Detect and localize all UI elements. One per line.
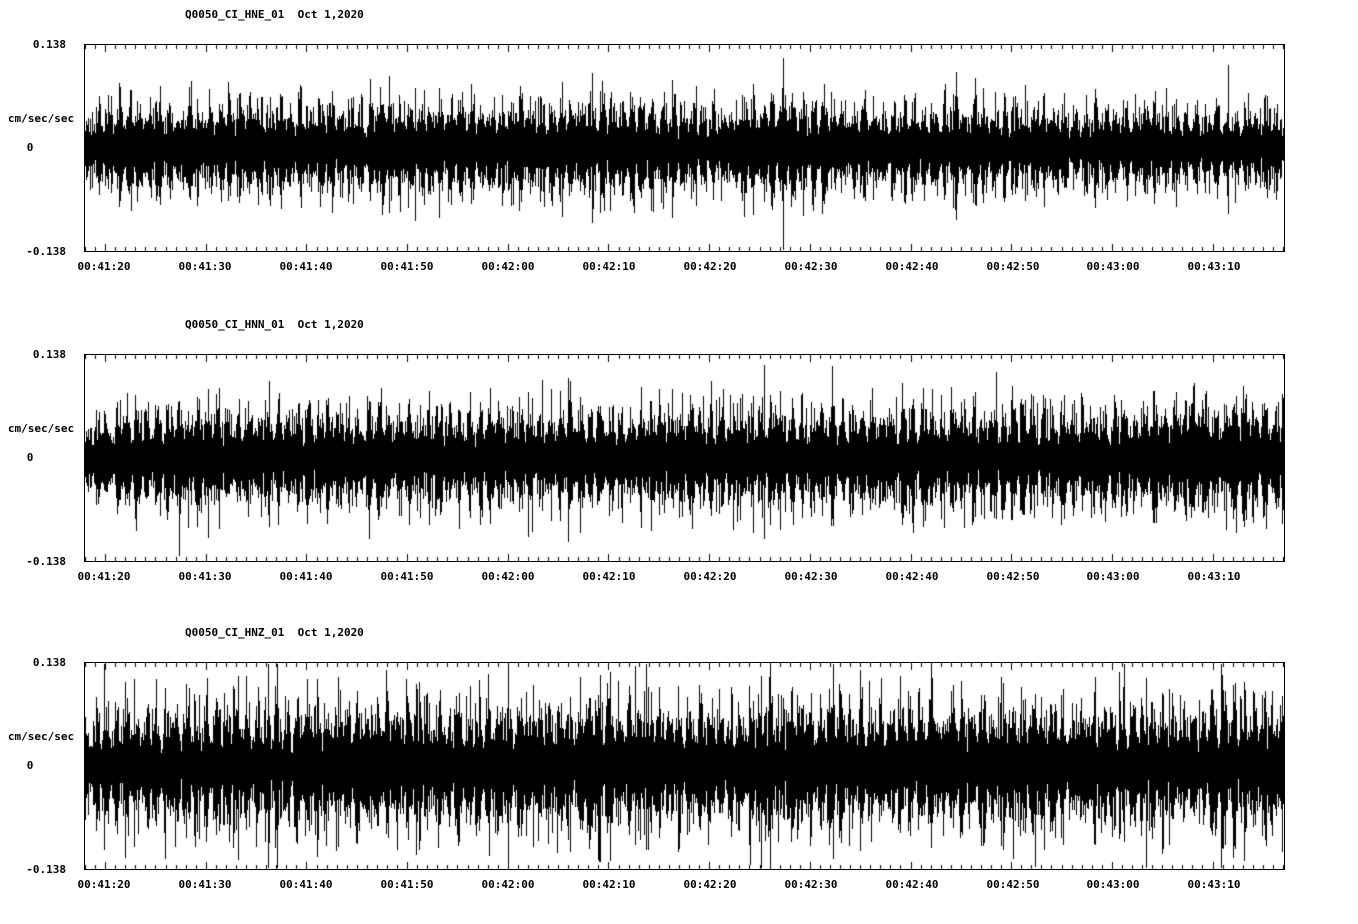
y-tick-label-zero: 0 bbox=[26, 141, 34, 154]
waveform-panel-hnz: Q0050_CI_HNZ_01 Oct 1,2020 0.138 cm/sec/… bbox=[0, 618, 1358, 908]
y-axis-unit-label: cm/sec/sec bbox=[7, 422, 75, 435]
y-tick-label-min: -0.138 bbox=[26, 863, 66, 876]
x-axis-tick-label: 00:42:10 bbox=[582, 570, 636, 583]
waveform-panel-hne: Q0050_CI_HNE_01 Oct 1,2020 0.138 cm/sec/… bbox=[0, 0, 1358, 290]
x-axis-tick-label: 00:42:30 bbox=[784, 878, 838, 891]
x-axis-tick-label: 00:43:10 bbox=[1187, 570, 1241, 583]
x-axis-tick-label: 00:41:50 bbox=[380, 260, 434, 273]
x-axis-tick-labels: 00:41:20 00:41:30 00:41:40 00:41:50 00:42:00… bbox=[0, 260, 1358, 274]
x-axis-tick-label: 00:41:50 bbox=[380, 878, 434, 891]
x-axis-tick-label: 00:41:40 bbox=[279, 878, 333, 891]
x-axis-tick-label: 00:43:00 bbox=[1086, 260, 1140, 273]
y-axis-unit-label: cm/sec/sec bbox=[7, 112, 75, 125]
x-axis-tick-labels: 00:41:20 00:41:30 00:41:40 00:41:50 00:42:00… bbox=[0, 878, 1358, 892]
x-axis-tick-label: 00:41:40 bbox=[279, 570, 333, 583]
y-tick-label-zero: 0 bbox=[26, 759, 34, 772]
x-axis-tick-label: 00:41:30 bbox=[178, 878, 232, 891]
y-tick-label-max: 0.138 bbox=[32, 348, 66, 361]
x-axis-tick-label: 00:42:20 bbox=[683, 260, 737, 273]
x-axis-tick-label: 00:42:50 bbox=[986, 878, 1040, 891]
x-axis-tick-label: 00:42:50 bbox=[986, 570, 1040, 583]
waveform-canvas bbox=[85, 663, 1284, 869]
y-tick-label-min: -0.138 bbox=[26, 245, 66, 258]
x-axis-tick-label: 00:41:20 bbox=[77, 260, 131, 273]
y-tick-label-max: 0.138 bbox=[32, 38, 66, 51]
x-axis-tick-label: 00:41:40 bbox=[279, 260, 333, 273]
x-axis-tick-label: 00:43:10 bbox=[1187, 260, 1241, 273]
waveform-canvas bbox=[85, 355, 1284, 561]
panel-title: Q0050_CI_HNN_01 Oct 1,2020 bbox=[185, 318, 364, 331]
x-axis-tick-label: 00:43:10 bbox=[1187, 878, 1241, 891]
x-axis-tick-label: 00:42:50 bbox=[986, 260, 1040, 273]
x-axis-tick-label: 00:42:30 bbox=[784, 570, 838, 583]
x-axis-tick-labels: 00:41:20 00:41:30 00:41:40 00:41:50 00:42:00… bbox=[0, 570, 1358, 584]
x-axis-tick-label: 00:41:20 bbox=[77, 878, 131, 891]
x-axis-tick-label: 00:42:40 bbox=[885, 570, 939, 583]
x-axis-tick-label: 00:42:00 bbox=[481, 878, 535, 891]
x-axis-tick-label: 00:41:30 bbox=[178, 570, 232, 583]
plot-area bbox=[84, 44, 1285, 252]
y-axis-unit-label: cm/sec/sec bbox=[7, 730, 75, 743]
x-axis-tick-label: 00:42:30 bbox=[784, 260, 838, 273]
x-axis-tick-label: 00:42:40 bbox=[885, 260, 939, 273]
x-axis-tick-label: 00:41:20 bbox=[77, 570, 131, 583]
waveform-canvas bbox=[85, 45, 1284, 251]
x-axis-tick-label: 00:41:30 bbox=[178, 260, 232, 273]
y-tick-label-min: -0.138 bbox=[26, 555, 66, 568]
x-axis-tick-label: 00:42:20 bbox=[683, 878, 737, 891]
x-axis-tick-label: 00:42:00 bbox=[481, 260, 535, 273]
x-axis-tick-label: 00:43:00 bbox=[1086, 570, 1140, 583]
waveform-panel-hnn: Q0050_CI_HNN_01 Oct 1,2020 0.138 cm/sec/… bbox=[0, 310, 1358, 600]
x-axis-tick-label: 00:42:40 bbox=[885, 878, 939, 891]
y-tick-label-max: 0.138 bbox=[32, 656, 66, 669]
y-tick-label-zero: 0 bbox=[26, 451, 34, 464]
x-axis-tick-label: 00:42:10 bbox=[582, 260, 636, 273]
x-axis-tick-label: 00:42:10 bbox=[582, 878, 636, 891]
plot-area bbox=[84, 662, 1285, 870]
panel-title: Q0050_CI_HNZ_01 Oct 1,2020 bbox=[185, 626, 364, 639]
panel-title: Q0050_CI_HNE_01 Oct 1,2020 bbox=[185, 8, 364, 21]
x-axis-tick-label: 00:42:20 bbox=[683, 570, 737, 583]
x-axis-tick-label: 00:43:00 bbox=[1086, 878, 1140, 891]
x-axis-tick-label: 00:41:50 bbox=[380, 570, 434, 583]
x-axis-tick-label: 00:42:00 bbox=[481, 570, 535, 583]
plot-area bbox=[84, 354, 1285, 562]
